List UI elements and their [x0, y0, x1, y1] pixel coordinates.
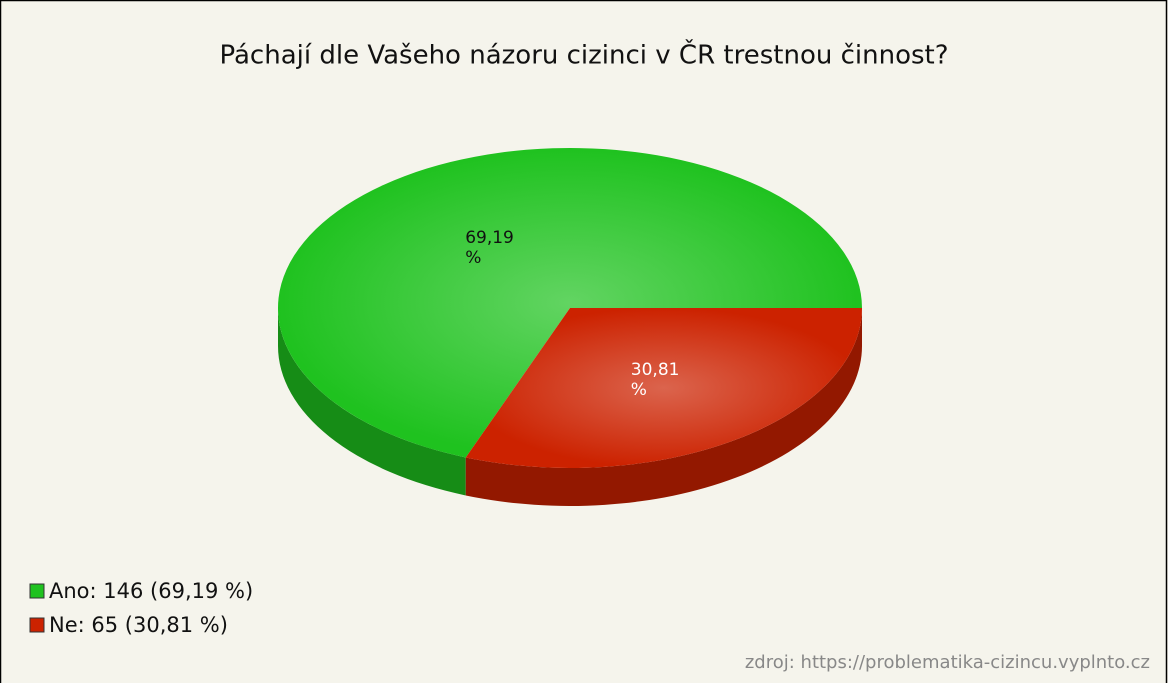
- source: zdroj: https://problematika-cizincu.vypl…: [745, 652, 1150, 673]
- pie-side: [465, 308, 862, 506]
- legend-label: Ano: 146 (69,19 %): [49, 579, 253, 603]
- chart-title: Páchají dle Vašeho názoru cizinci v ČR t…: [219, 39, 948, 71]
- pie-slice: [278, 148, 862, 458]
- pie-side: [278, 308, 466, 496]
- legend-label: Ne: 65 (30,81 %): [49, 613, 228, 637]
- legend-swatch: [29, 617, 45, 633]
- legend-swatch: [29, 583, 45, 599]
- data-label: 30,81 %: [630, 359, 680, 400]
- pie-slice: [465, 308, 862, 468]
- data-label: 69,19 %: [465, 228, 514, 269]
